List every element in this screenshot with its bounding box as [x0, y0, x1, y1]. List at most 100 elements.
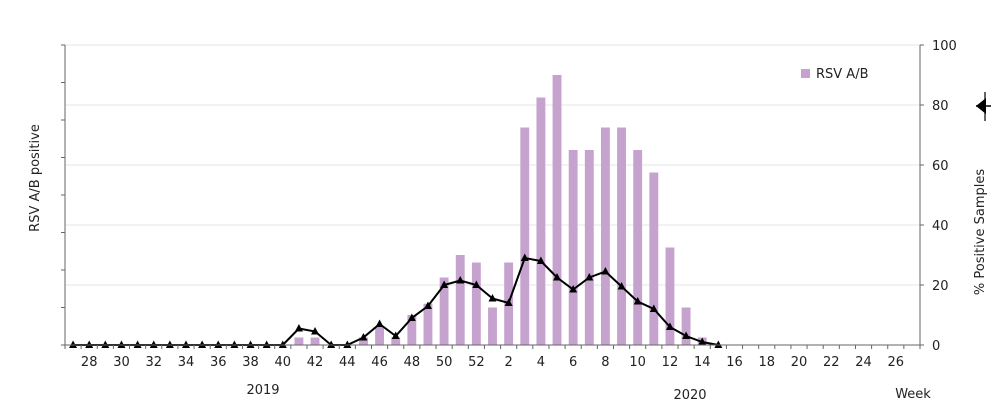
- line-point: [278, 340, 287, 348]
- right-tick-label: 20: [932, 279, 949, 294]
- line-point: [585, 273, 594, 281]
- x-tick-label: 34: [178, 355, 195, 370]
- line-point: [472, 280, 481, 288]
- axes: [61, 44, 924, 349]
- line-point: [536, 256, 545, 264]
- x-tick-label: 46: [371, 355, 388, 370]
- x-tick-label: 48: [404, 355, 421, 370]
- x-tick-label: 20: [791, 355, 808, 370]
- x-tick-label: 12: [662, 355, 679, 370]
- bar: [633, 150, 643, 345]
- y-axis-label-left: RSV A/B positive: [28, 124, 43, 232]
- x-tick-label: 2: [504, 355, 512, 370]
- line-point: [311, 327, 320, 335]
- x-tick-label: 28: [81, 355, 98, 370]
- line-point: [488, 294, 497, 302]
- line-point: [649, 304, 658, 312]
- x-tick-label: 18: [758, 355, 775, 370]
- x-tick-label: 14: [694, 355, 711, 370]
- x-tick-label: 36: [210, 355, 227, 370]
- line-point: [214, 340, 223, 348]
- line-point: [423, 301, 432, 309]
- bar: [600, 127, 610, 345]
- line-point: [359, 333, 368, 341]
- y-axis-label-right: % Positive Samples: [973, 169, 988, 295]
- line-point: [246, 340, 255, 348]
- line-point: [504, 298, 513, 306]
- x-tick-label: 24: [855, 355, 872, 370]
- line-point: [69, 340, 78, 348]
- line-point: [149, 340, 158, 348]
- line-point: [407, 313, 416, 321]
- bar: [488, 307, 497, 345]
- right-tick-label: 40: [932, 219, 949, 234]
- line-point: [85, 340, 94, 348]
- x-tick-label: 32: [145, 355, 162, 370]
- bar: [423, 303, 433, 345]
- bar: [439, 277, 449, 345]
- line-point: [698, 337, 707, 345]
- bar: [407, 315, 417, 345]
- line-point: [294, 324, 303, 332]
- line-point: [665, 322, 674, 330]
- line-point: [117, 340, 126, 348]
- x-tick-label: 44: [339, 355, 356, 370]
- line-point: [343, 340, 352, 348]
- bar: [471, 262, 481, 345]
- bar: [649, 172, 659, 345]
- right-tick-label: 0: [932, 339, 940, 354]
- bar: [391, 337, 401, 345]
- x-tick-label: 50: [436, 355, 453, 370]
- x-tick-label: 42: [307, 355, 324, 370]
- line-point: [456, 276, 465, 284]
- line-point: [569, 285, 578, 293]
- line-point: [553, 273, 562, 281]
- line-point: [262, 340, 271, 348]
- bar: [520, 127, 530, 345]
- line-point: [440, 280, 449, 288]
- legend-swatch: [801, 69, 810, 78]
- bar-series: [294, 75, 707, 345]
- x-tick-label: 40: [275, 355, 292, 370]
- x-tick-label: 22: [823, 355, 840, 370]
- bar: [294, 337, 304, 345]
- line-point: [133, 340, 142, 348]
- line-point: [633, 297, 642, 305]
- line-point: [198, 340, 207, 348]
- line-point: [375, 319, 384, 327]
- x-tick-label: 30: [113, 355, 130, 370]
- x-tick-label: 4: [537, 355, 545, 370]
- bar: [310, 337, 320, 345]
- year-label-2020: 2020: [673, 388, 706, 403]
- line-point: [714, 340, 723, 348]
- gridlines: [65, 44, 920, 286]
- bar: [455, 255, 465, 345]
- x-tick-label: 8: [601, 355, 609, 370]
- bar: [375, 326, 385, 345]
- legend-label: RSV A/B: [816, 67, 869, 82]
- x-tick-label: 16: [726, 355, 743, 370]
- line-point: [230, 340, 239, 348]
- line-point: [617, 282, 626, 290]
- side-arrow-marker: [976, 92, 991, 121]
- x-tick-label: 6: [569, 355, 577, 370]
- legend: RSV A/B: [801, 67, 869, 82]
- x-axis-label: Week: [895, 387, 931, 402]
- x-tick-label: 38: [242, 355, 259, 370]
- line-point: [391, 331, 400, 339]
- bar: [665, 247, 675, 345]
- line-point: [327, 340, 336, 348]
- year-label-2019: 2019: [246, 383, 279, 398]
- bar: [584, 150, 594, 345]
- bar: [568, 150, 578, 345]
- right-tick-label: 80: [932, 99, 949, 114]
- right-tick-label: 100: [932, 39, 957, 54]
- line-point: [601, 267, 610, 275]
- bar: [552, 75, 562, 345]
- x-tick-label: 26: [888, 355, 905, 370]
- line-point: [181, 340, 190, 348]
- right-tick-label: 60: [932, 159, 949, 174]
